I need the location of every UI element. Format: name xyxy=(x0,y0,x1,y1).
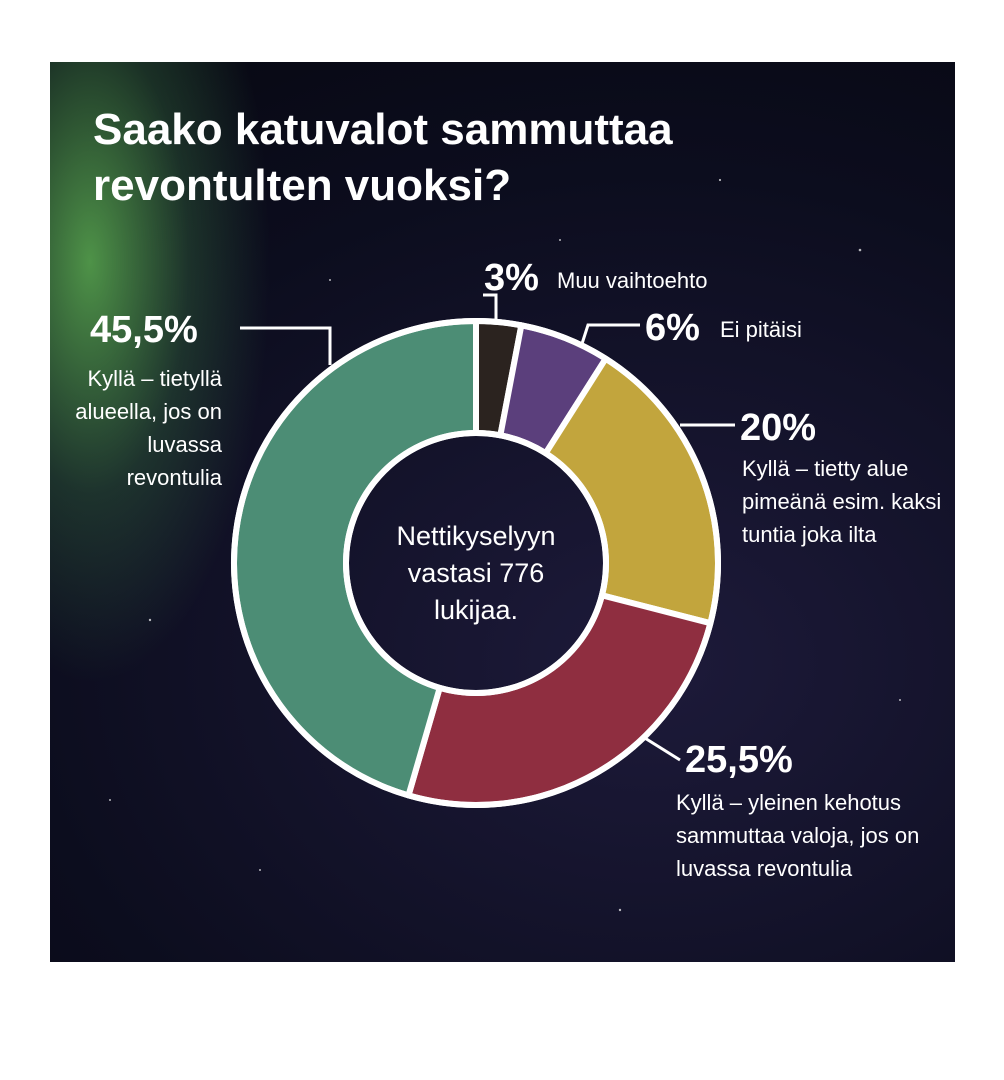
value-label: 45,5% xyxy=(90,309,198,351)
value-label: 3% xyxy=(484,257,539,299)
leader-lines xyxy=(240,293,735,762)
category-label: Kyllä – tietty alue pimeänä esim. kaksi … xyxy=(742,456,942,547)
ring-outline xyxy=(231,318,721,808)
chart-title: Saako katuvalot sammuttaa revontulten vu… xyxy=(93,105,673,210)
category-label: Ei pitäisi xyxy=(720,317,802,342)
category-label: Kyllä – yleinen kehotus sammuttaa valoja… xyxy=(676,790,920,881)
value-label: 20% xyxy=(740,407,817,449)
background xyxy=(50,62,955,962)
stars xyxy=(109,178,901,912)
center-annotation: Nettikyselyyn vastasi 776 lukijaa. xyxy=(396,521,556,625)
category-label: Muu vaihtoehto xyxy=(557,268,708,293)
category-label: Kyllä – tietyllä alueella, jos on luvass… xyxy=(75,366,222,490)
ring-outline xyxy=(343,430,609,696)
value-label: 25,5% xyxy=(685,739,793,781)
value-label: 6% xyxy=(645,307,700,349)
